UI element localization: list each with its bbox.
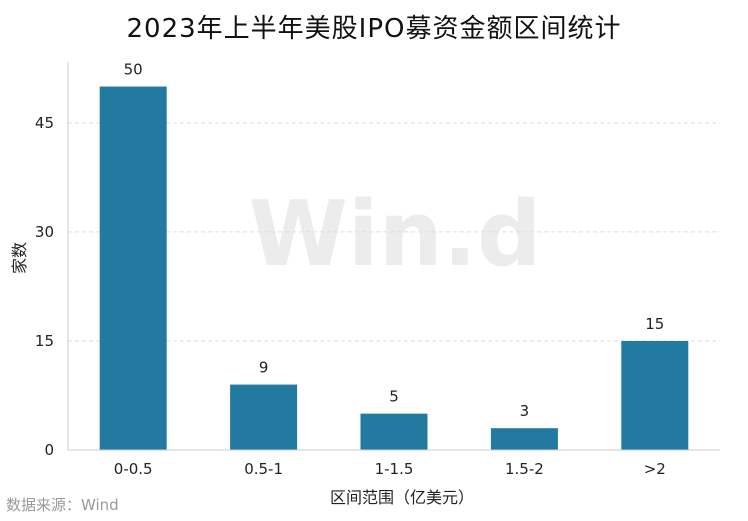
x-tick-label: >2 (644, 460, 666, 478)
x-tick-label: 0.5-1 (244, 460, 283, 478)
y-tick-label: 15 (35, 332, 54, 350)
bar (230, 384, 298, 450)
data-label: 50 (124, 61, 143, 79)
y-axis-ticks: 0 15 30 45 (35, 114, 54, 459)
grid-lines (68, 122, 720, 342)
data-label: 15 (645, 315, 664, 333)
y-axis-title: 家数 (10, 242, 29, 274)
data-label: 9 (259, 359, 269, 377)
data-label: 3 (520, 402, 530, 420)
x-tick-label: 1.5-2 (505, 460, 544, 478)
data-labels: 50 9 5 3 15 (124, 61, 665, 421)
x-tick-label: 0-0.5 (114, 460, 153, 478)
y-tick-label: 0 (44, 441, 54, 459)
bar (99, 86, 167, 451)
source-note: 数据来源：Wind (6, 496, 119, 514)
chart-title: 2023年上半年美股IPO募资金额区间统计 (126, 14, 622, 44)
bar (490, 428, 558, 450)
x-axis-ticks: 0-0.5 0.5-1 1-1.5 1.5-2 >2 (114, 460, 666, 478)
bars (99, 86, 689, 451)
y-tick-label: 45 (35, 114, 54, 132)
data-label: 5 (389, 388, 399, 406)
bar (360, 413, 428, 450)
y-tick-label: 30 (35, 223, 54, 241)
x-tick-label: 1-1.5 (375, 460, 414, 478)
x-axis-title: 区间范围（亿美元） (330, 488, 474, 507)
watermark: Win.d (249, 182, 542, 287)
bar (621, 340, 689, 450)
